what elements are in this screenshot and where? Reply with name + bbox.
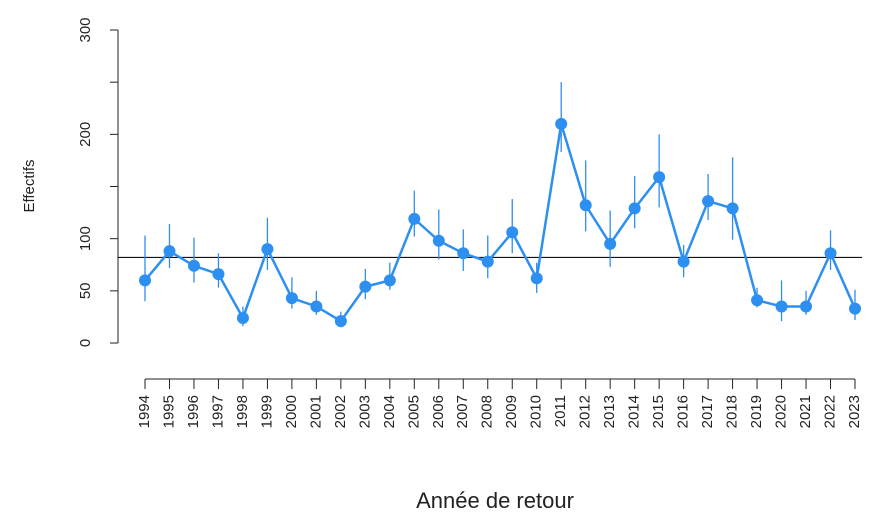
- data-point: [824, 247, 837, 260]
- x-tick-label: 2000: [283, 395, 300, 428]
- x-tick-label: 2011: [552, 395, 569, 427]
- data-point: [285, 292, 298, 305]
- y-axis-title: Effectifs: [21, 159, 38, 212]
- x-tick-label: 2013: [601, 395, 618, 428]
- x-tick-label: 2018: [724, 395, 741, 428]
- x-tick-label: 2004: [381, 395, 398, 428]
- data-point: [677, 255, 690, 268]
- x-tick-label: 1997: [209, 395, 226, 428]
- y-tick-label: 50: [77, 282, 94, 299]
- x-tick-label: 2019: [748, 395, 765, 428]
- x-tick-label: 2009: [503, 395, 520, 428]
- data-point: [408, 212, 421, 225]
- x-tick-label: 2017: [699, 395, 716, 428]
- data-point: [383, 274, 396, 287]
- y-tick-label: 200: [77, 122, 94, 147]
- data-point: [212, 268, 225, 281]
- x-tick-label: 1994: [136, 395, 153, 428]
- data-point: [653, 171, 666, 184]
- x-tick-label: 2022: [821, 395, 838, 428]
- data-point: [334, 315, 347, 328]
- x-tick-label: 2015: [650, 395, 667, 428]
- x-tick-label: 2007: [454, 395, 471, 428]
- data-point: [604, 237, 617, 250]
- data-point: [481, 255, 494, 268]
- x-tick-label: 2021: [797, 395, 814, 428]
- x-tick-label: 2003: [356, 395, 373, 428]
- data-point: [432, 234, 445, 247]
- data-point: [261, 243, 274, 256]
- data-point: [310, 300, 323, 313]
- x-tick-label: 2006: [430, 395, 447, 428]
- data-point: [702, 195, 715, 208]
- x-axis-title: Année de retour: [416, 488, 574, 513]
- data-point: [726, 202, 739, 215]
- data-point: [139, 274, 151, 287]
- data-line: [144, 123, 857, 323]
- data-point: [775, 300, 788, 313]
- data-point: [359, 280, 372, 293]
- x-tick-label: 2020: [773, 395, 790, 428]
- data-point: [163, 245, 176, 258]
- x-tick-label: 2005: [405, 395, 422, 428]
- x-tick-label: 2001: [307, 395, 324, 428]
- x-tick-label: 2008: [479, 395, 496, 428]
- x-tick-label: 1995: [160, 395, 177, 428]
- data-point: [530, 272, 543, 285]
- x-tick-label: 2016: [675, 395, 692, 428]
- data-point: [579, 199, 592, 212]
- data-point: [187, 259, 200, 272]
- x-tick-label: 2002: [332, 395, 349, 428]
- x-tick-label: 2014: [626, 395, 643, 428]
- data-point: [628, 202, 641, 215]
- x-tick-label: 2010: [528, 395, 545, 428]
- data-point: [555, 117, 568, 130]
- x-tick-label: 2023: [846, 395, 863, 428]
- x-tick-label: 1998: [234, 395, 251, 428]
- data-point: [236, 311, 249, 324]
- data-point: [800, 300, 813, 313]
- x-tick-label: 1996: [185, 395, 202, 428]
- data-point: [506, 226, 519, 239]
- y-tick-label: 300: [77, 17, 94, 42]
- x-tick-label: 1999: [258, 395, 275, 428]
- data-point: [751, 294, 764, 307]
- x-tick-label: 2012: [577, 395, 594, 428]
- data-point: [849, 302, 861, 315]
- data-point: [457, 247, 470, 260]
- y-tick-label: 100: [77, 226, 94, 251]
- y-tick-label: 0: [77, 339, 94, 347]
